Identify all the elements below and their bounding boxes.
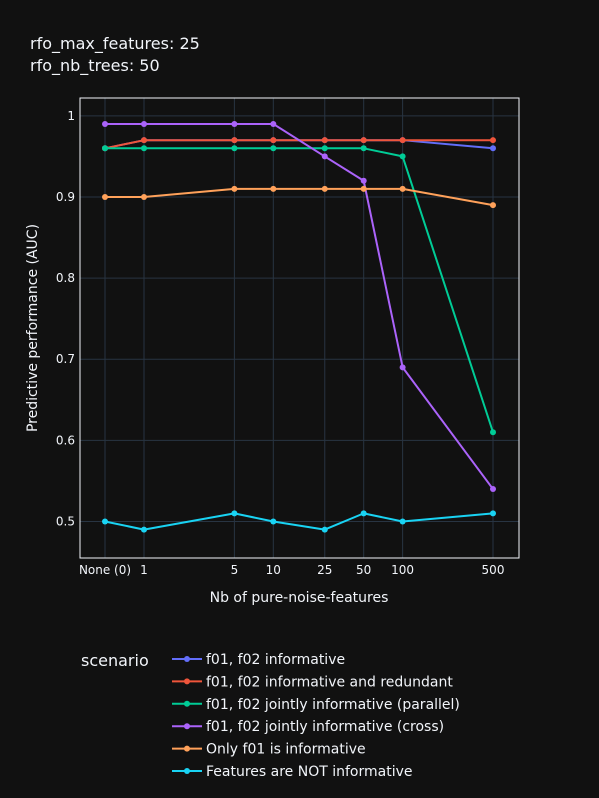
- data-point: [321, 526, 328, 533]
- x-tick-label: 50: [356, 563, 371, 577]
- data-point: [102, 518, 108, 525]
- data-point: [321, 137, 328, 144]
- data-point: [321, 185, 328, 192]
- data-point: [270, 518, 277, 525]
- legend-item[interactable]: f01, f02 jointly informative (cross): [172, 719, 444, 735]
- data-point: [231, 120, 238, 127]
- series-4: [102, 120, 496, 493]
- chart-title: rfo_max_features: 25 rfo_nb_trees: 50: [30, 34, 200, 76]
- data-point: [490, 429, 496, 436]
- legend-item[interactable]: Only f01 is informative: [172, 742, 366, 758]
- legend-label: Only f01 is informative: [206, 742, 366, 758]
- series-line: [105, 147, 494, 433]
- x-axis-ticks: None (0) 1 5 10 25 50 100 500: [79, 563, 505, 577]
- data-point: [102, 193, 108, 200]
- legend-swatch-marker: [184, 745, 190, 752]
- data-point: [141, 145, 147, 152]
- legend-label: Features are NOT informative: [206, 764, 413, 780]
- y-tick-label: 1: [67, 109, 75, 123]
- data-point: [490, 202, 496, 209]
- data-point: [360, 510, 367, 517]
- x-axis-title: Nb of pure-noise-features: [210, 590, 389, 606]
- data-point: [270, 137, 277, 144]
- data-point: [399, 364, 406, 371]
- series-line: [105, 187, 494, 207]
- x-tick-label: 100: [391, 563, 414, 577]
- y-tick-label: 0.6: [56, 433, 75, 447]
- data-point: [321, 145, 328, 152]
- series-line: [104, 139, 494, 150]
- data-point: [399, 185, 406, 192]
- series-3: [102, 145, 496, 436]
- data-point: [270, 185, 277, 192]
- x-tick-label: 25: [317, 563, 332, 577]
- y-tick-label: 0.8: [56, 271, 75, 285]
- data-point: [270, 145, 277, 152]
- data-point: [360, 177, 367, 184]
- data-point: [102, 145, 108, 152]
- data-point: [321, 153, 328, 160]
- data-point: [360, 145, 367, 152]
- data-point: [490, 145, 496, 152]
- series-line: [104, 139, 493, 150]
- legend-swatch-marker: [184, 723, 190, 730]
- series-line: [105, 122, 494, 490]
- data-point: [490, 510, 496, 517]
- x-tick-label: 10: [266, 563, 281, 577]
- legend-item[interactable]: f01, f02 informative and redundant: [172, 674, 453, 690]
- data-point: [270, 120, 277, 127]
- data-point: [399, 137, 406, 144]
- legend-swatch-marker: [184, 700, 190, 707]
- legend-label: f01, f02 jointly informative (cross): [206, 719, 444, 735]
- data-point: [102, 120, 108, 127]
- y-gridlines: [80, 115, 519, 522]
- data-point: [490, 137, 496, 144]
- data-point: [141, 120, 147, 127]
- legend-swatch-marker: [184, 678, 190, 685]
- x-tick-label: 500: [482, 563, 505, 577]
- data-point: [141, 526, 147, 533]
- y-axis-title: Predictive performance (AUC): [25, 224, 41, 432]
- series-line: [104, 512, 494, 531]
- chart-title-line-1: rfo_max_features: 25: [30, 34, 200, 54]
- x-tick-label: None (0): [79, 563, 131, 577]
- legend-swatch-marker: [184, 768, 190, 774]
- legend-items: f01, f02 informative f01, f02 informative…: [172, 652, 460, 780]
- data-point: [490, 486, 496, 493]
- legend-item[interactable]: f01, f02 jointly informative (parallel): [172, 697, 460, 713]
- plot-area: [79, 97, 520, 559]
- x-gridlines: [104, 98, 494, 558]
- data-point: [360, 137, 367, 144]
- data-point: [231, 145, 238, 152]
- legend-swatch-marker: [184, 656, 190, 662]
- x-tick-label: 1: [140, 563, 148, 577]
- y-axis-ticks: 0.5 0.6 0.7 0.8 0.9 1: [56, 109, 75, 529]
- data-point: [141, 137, 147, 144]
- x-tick-label: 5: [231, 563, 239, 577]
- data-point: [399, 153, 406, 160]
- series-5: [102, 185, 496, 209]
- series-6: [102, 510, 496, 533]
- data-point: [141, 193, 147, 200]
- data-point: [231, 510, 238, 517]
- legend-label: f01, f02 informative: [206, 652, 345, 668]
- legend-title: scenario: [81, 651, 149, 670]
- legend-label: f01, f02 informative and redundant: [206, 674, 453, 690]
- data-point: [231, 137, 238, 144]
- series-group: [102, 120, 496, 533]
- data-point: [399, 518, 406, 525]
- data-point: [360, 185, 367, 192]
- chart-title-line-2: rfo_nb_trees: 50: [30, 56, 160, 76]
- y-tick-label: 0.5: [56, 514, 75, 528]
- y-tick-label: 0.9: [56, 190, 75, 204]
- y-tick-label: 0.7: [56, 352, 75, 366]
- legend-item[interactable]: f01, f02 informative: [172, 652, 345, 668]
- plot-frame: [79, 97, 520, 559]
- legend-label: f01, f02 jointly informative (parallel): [206, 697, 460, 713]
- data-point: [231, 185, 238, 192]
- legend-item[interactable]: Features are NOT informative: [172, 764, 413, 780]
